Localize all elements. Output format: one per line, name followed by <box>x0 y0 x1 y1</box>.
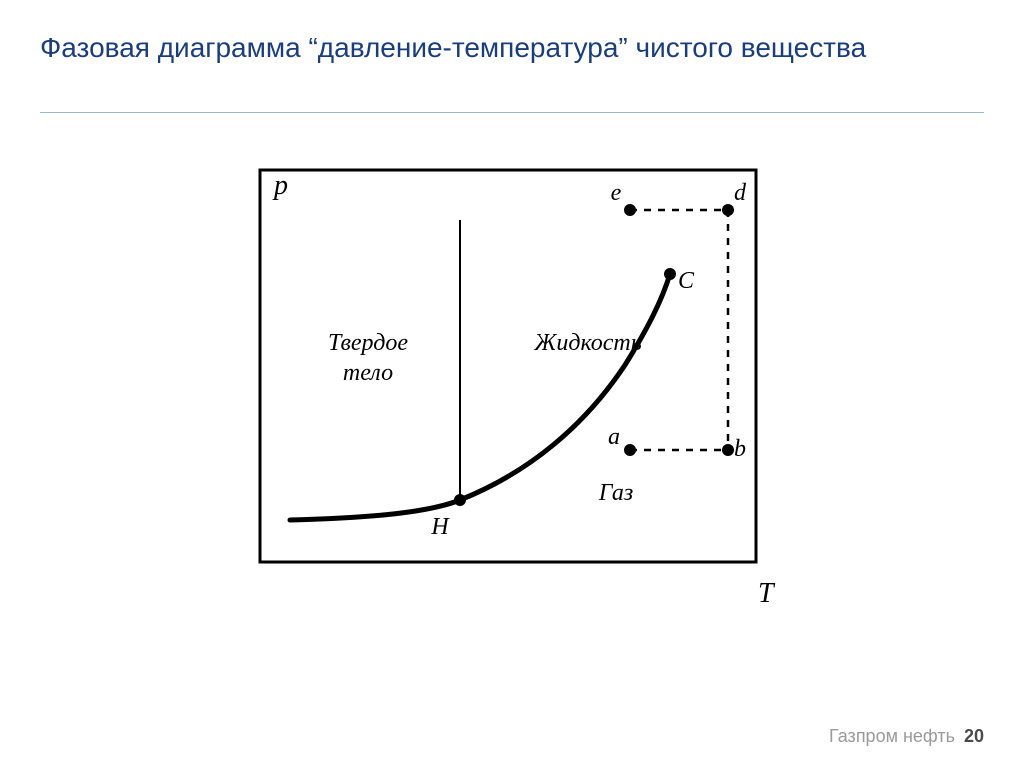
point-label-a: a <box>608 424 620 450</box>
footer-brand: Газпром нефть <box>829 726 955 746</box>
title-underline <box>40 112 984 113</box>
region-label-liquid: Жидкость <box>533 330 641 356</box>
point-label-H: H <box>430 514 450 540</box>
point-C <box>664 268 676 280</box>
footer-page-number: 20 <box>964 726 984 746</box>
axis-label-p: p <box>272 170 288 201</box>
phase-diagram: H Ce d a b p T Твердоетело Жидкость Газ <box>200 150 800 620</box>
point-a <box>624 444 636 456</box>
point-label-b: b <box>734 436 746 462</box>
point-d <box>722 204 734 216</box>
point-label-e: e <box>611 180 622 206</box>
point-label-d: d <box>734 180 747 206</box>
axis-label-T: T <box>758 578 776 609</box>
diagram-frame <box>260 170 756 562</box>
region-label-gas: Газ <box>598 480 633 506</box>
point-label-C: C <box>678 268 695 294</box>
region-label-solid: Твердоетело <box>328 330 408 386</box>
point-e <box>624 204 636 216</box>
slide-title: Фазовая диаграмма “давление-температура”… <box>40 30 964 65</box>
point-b <box>722 444 734 456</box>
point-H <box>454 494 466 506</box>
footer: Газпром нефть 20 <box>829 726 984 747</box>
